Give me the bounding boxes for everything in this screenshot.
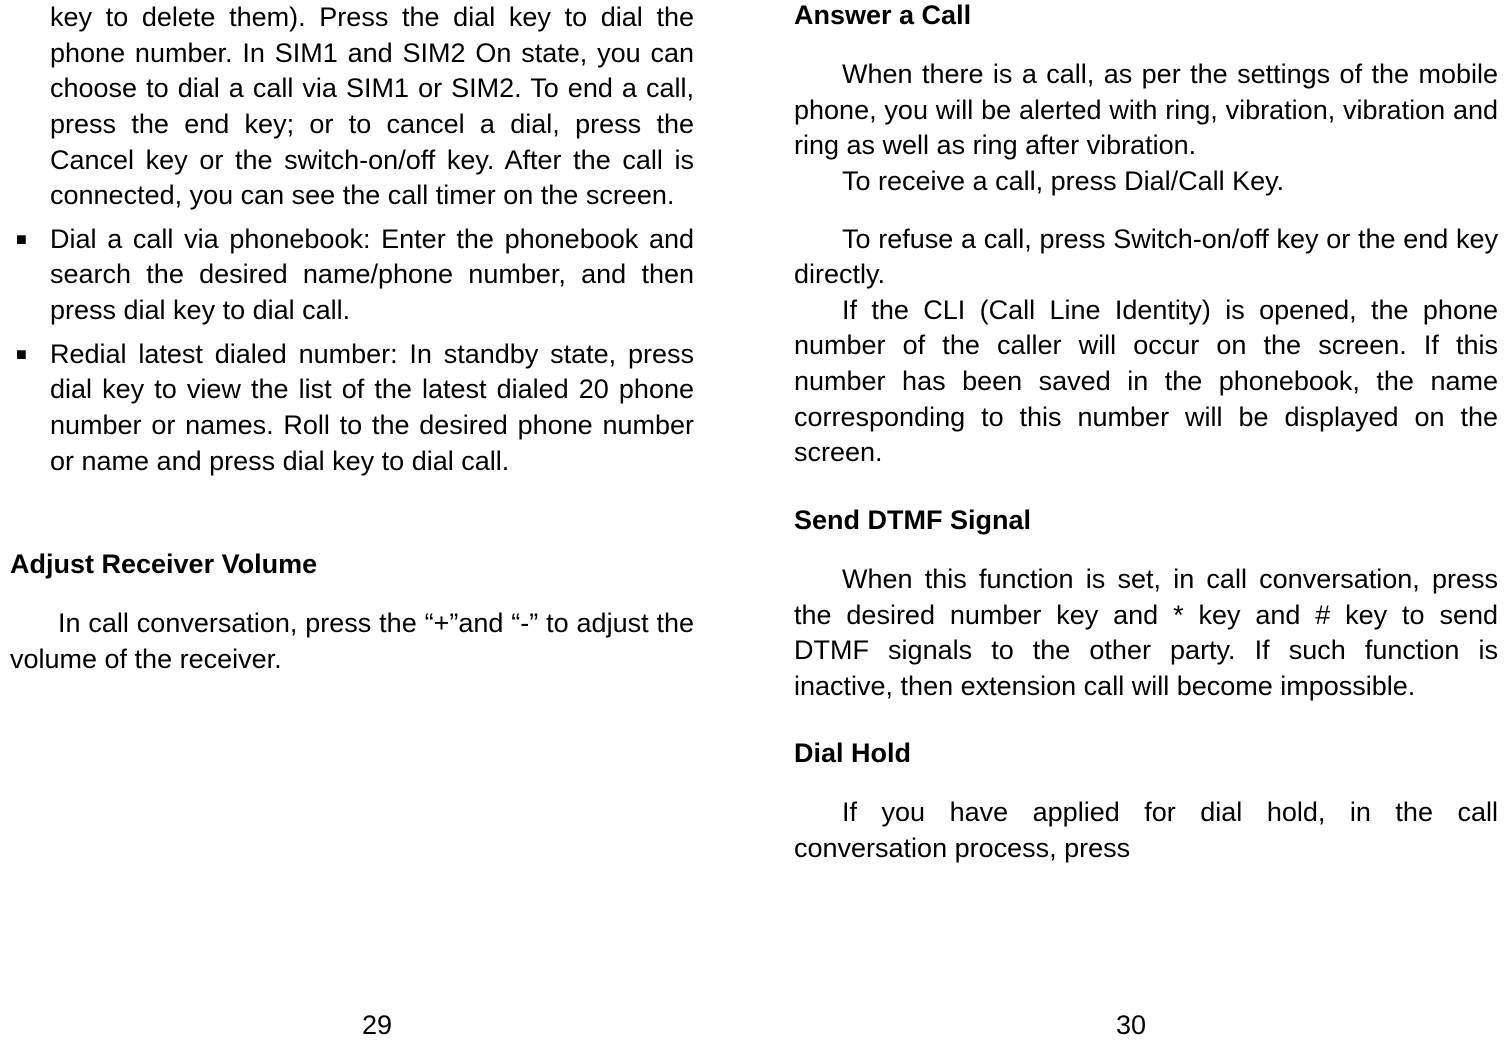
body-paragraph: When this function is set, in call conve… bbox=[794, 562, 1498, 705]
left-page: key to delete them). Press the dial key … bbox=[0, 0, 754, 1061]
bullet-text: Dial a call via phonebook: Enter the pho… bbox=[50, 222, 694, 329]
bullet-item: ■ Redial latest dialed number: In standb… bbox=[10, 337, 694, 480]
body-paragraph: To receive a call, press Dial/Call Key. bbox=[794, 164, 1498, 200]
page-number: 29 bbox=[0, 1010, 754, 1041]
section-heading: Adjust Receiver Volume bbox=[10, 549, 694, 580]
section-heading: Answer a Call bbox=[794, 0, 1498, 31]
bullet-square-icon: ■ bbox=[10, 222, 50, 329]
spacer bbox=[10, 0, 50, 214]
right-page: Answer a Call When there is a call, as p… bbox=[754, 0, 1508, 1061]
body-paragraph: When there is a call, as per the setting… bbox=[794, 57, 1498, 164]
page-number: 30 bbox=[754, 1010, 1508, 1041]
bullet-item: ■ Dial a call via phonebook: Enter the p… bbox=[10, 222, 694, 329]
body-paragraph: If you have applied for dial hold, in th… bbox=[794, 795, 1498, 866]
section-heading: Dial Hold bbox=[794, 738, 1498, 769]
body-paragraph: If the CLI (Call Line Identity) is opene… bbox=[794, 293, 1498, 471]
bullet-text: Redial latest dialed number: In standby … bbox=[50, 337, 694, 480]
body-paragraph: In call conversation, press the “+”and “… bbox=[10, 606, 694, 677]
section-heading: Send DTMF Signal bbox=[794, 505, 1498, 536]
body-paragraph: To refuse a call, press Switch-on/off ke… bbox=[794, 222, 1498, 293]
body-paragraph: key to delete them). Press the dial key … bbox=[50, 0, 694, 214]
bullet-square-icon: ■ bbox=[10, 337, 50, 480]
continuation-paragraph: key to delete them). Press the dial key … bbox=[10, 0, 694, 214]
